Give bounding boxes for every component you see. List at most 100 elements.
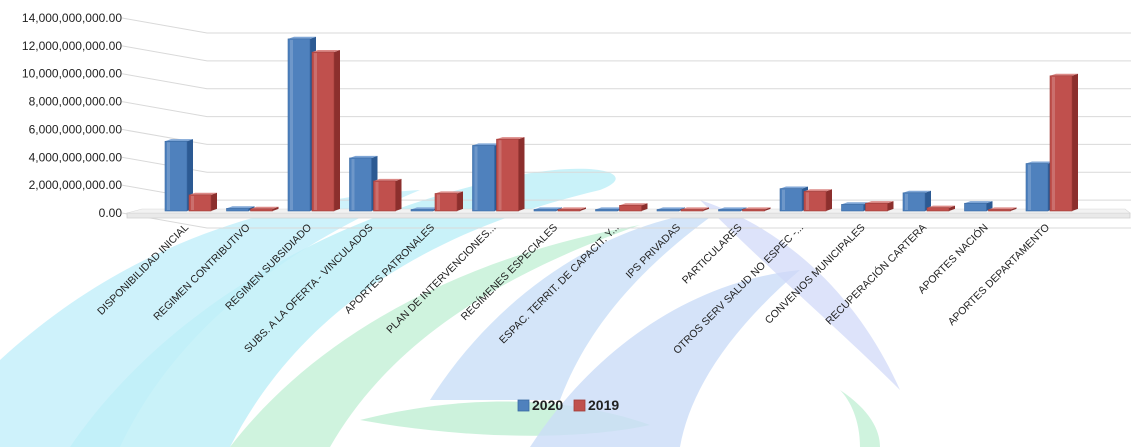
bar-highlight [782,189,785,210]
bar-top [189,192,217,195]
bar-2019-14 [1049,73,1078,212]
bar-top [927,205,955,208]
bar-front [226,208,249,212]
gridline-2 [121,156,1131,173]
legend: 2020 2019 [517,397,619,413]
bar-front [557,209,581,212]
bar-side [1010,207,1017,211]
y-tick-label: 10,000,000,000.00 [22,67,122,81]
bar-side [703,207,709,211]
bar-side [457,191,463,211]
bar-highlight [314,53,317,210]
bar-side [887,201,894,211]
bar-front [373,180,396,212]
bar-front [718,209,741,212]
bar-front [250,208,273,212]
bar-2019-4 [434,191,463,212]
bar-front [472,145,495,212]
bar-top [496,137,525,140]
bar-side [395,178,402,211]
x-tick-label: PLAN DE INTERVENCIONES... [384,222,498,336]
x-tick-label: CONVENIOS MUNICIPALES [763,222,868,327]
bar-front [656,209,680,212]
bar-front [533,209,557,212]
y-tick-label: 0.00 [99,206,123,220]
bar-side [949,205,955,211]
watermark-swoosh-6 [700,200,900,390]
bar-front [841,204,864,212]
watermark-swoosh-1 [70,168,616,447]
bar-highlight [806,192,809,210]
watermark-swoosh-2 [230,225,640,447]
bar-front [619,205,642,212]
x-tick-label: PARTICULARES [680,222,745,287]
bar-front [779,188,803,212]
bar-highlight [191,195,194,210]
bar-front [410,209,434,212]
bar-top [657,207,685,210]
y-tick-label: 8,000,000,000.00 [29,95,123,109]
bar-2019-11 [865,201,894,212]
bar-top [681,207,709,210]
y-tick-label: 4,000,000,000.00 [29,150,123,164]
bar-2019-10 [803,189,832,212]
bar-top [250,206,279,209]
bar-side [1072,73,1078,211]
bar-side [518,137,525,211]
bar-2020-8 [656,207,685,212]
legend-label: 2020 [532,397,563,413]
bar-front [496,138,519,212]
bars [164,36,1078,212]
bar-front [988,209,1011,212]
bar-top [988,207,1017,210]
bar-2020-13 [964,201,993,212]
gridlines [121,17,1131,229]
bar-top [288,36,316,39]
bar-front [164,140,188,212]
bar-2020-4 [410,207,439,212]
chart-floor [126,212,1131,219]
bar-top [1026,161,1054,164]
gridline-5 [121,73,1131,90]
bar-top [472,143,501,146]
bar-2019-7 [619,203,648,212]
x-tick-label: OTROS SERV SALUD NO ESPEC -... [671,222,806,357]
watermark-swoosh-4 [430,210,720,400]
bar-top [373,178,402,181]
bar-2019-3 [373,178,402,212]
bar-side [580,207,586,211]
bar-front [742,209,765,212]
bar-front [595,209,618,212]
legend-swatch [573,399,586,412]
bar-highlight [1052,76,1055,210]
x-tick-label: APORTES DEPARTAMENTO [946,222,1052,328]
bar-top [780,186,808,189]
bar-highlight [437,194,440,210]
bar-2020-9 [718,207,747,212]
bar-top [742,207,771,210]
gridline-7 [121,17,1131,34]
bar-front [964,202,987,212]
gridline-6 [121,45,1131,62]
bar-front [680,209,704,212]
watermark-swoosh-5 [530,270,800,447]
gridline-4 [121,101,1131,118]
watermark-swoosh-7 [840,390,880,447]
bar-top [595,207,624,210]
bar-top [165,139,193,142]
bar-side [187,139,193,211]
bar-2019-2 [311,50,340,212]
bar-front [865,202,888,212]
bar-top [411,207,439,210]
gridline-1 [121,184,1131,201]
x-tick-label: REGÍMENES ESPECIALES [458,221,560,323]
x-tick-label: ESPAC. TERRIT. DE CAPACIT. Y... [497,222,622,347]
bar-side [986,201,993,211]
bar-highlight [375,181,379,210]
bar-top [558,207,586,210]
bar-2020-0 [164,139,193,212]
bar-side [272,206,279,211]
bar-side [764,207,771,211]
